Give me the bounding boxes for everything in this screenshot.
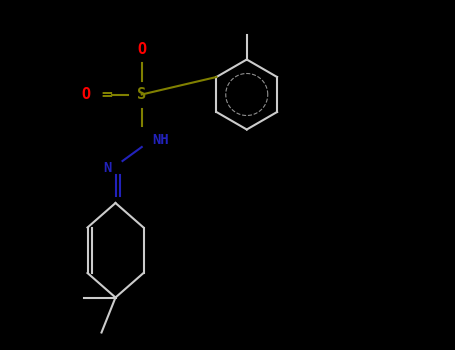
Text: S: S: [137, 87, 147, 102]
Text: =: =: [101, 87, 113, 102]
Text: O: O: [82, 87, 91, 102]
Text: NH: NH: [152, 133, 169, 147]
Text: N: N: [104, 161, 112, 175]
Text: O: O: [137, 42, 147, 56]
